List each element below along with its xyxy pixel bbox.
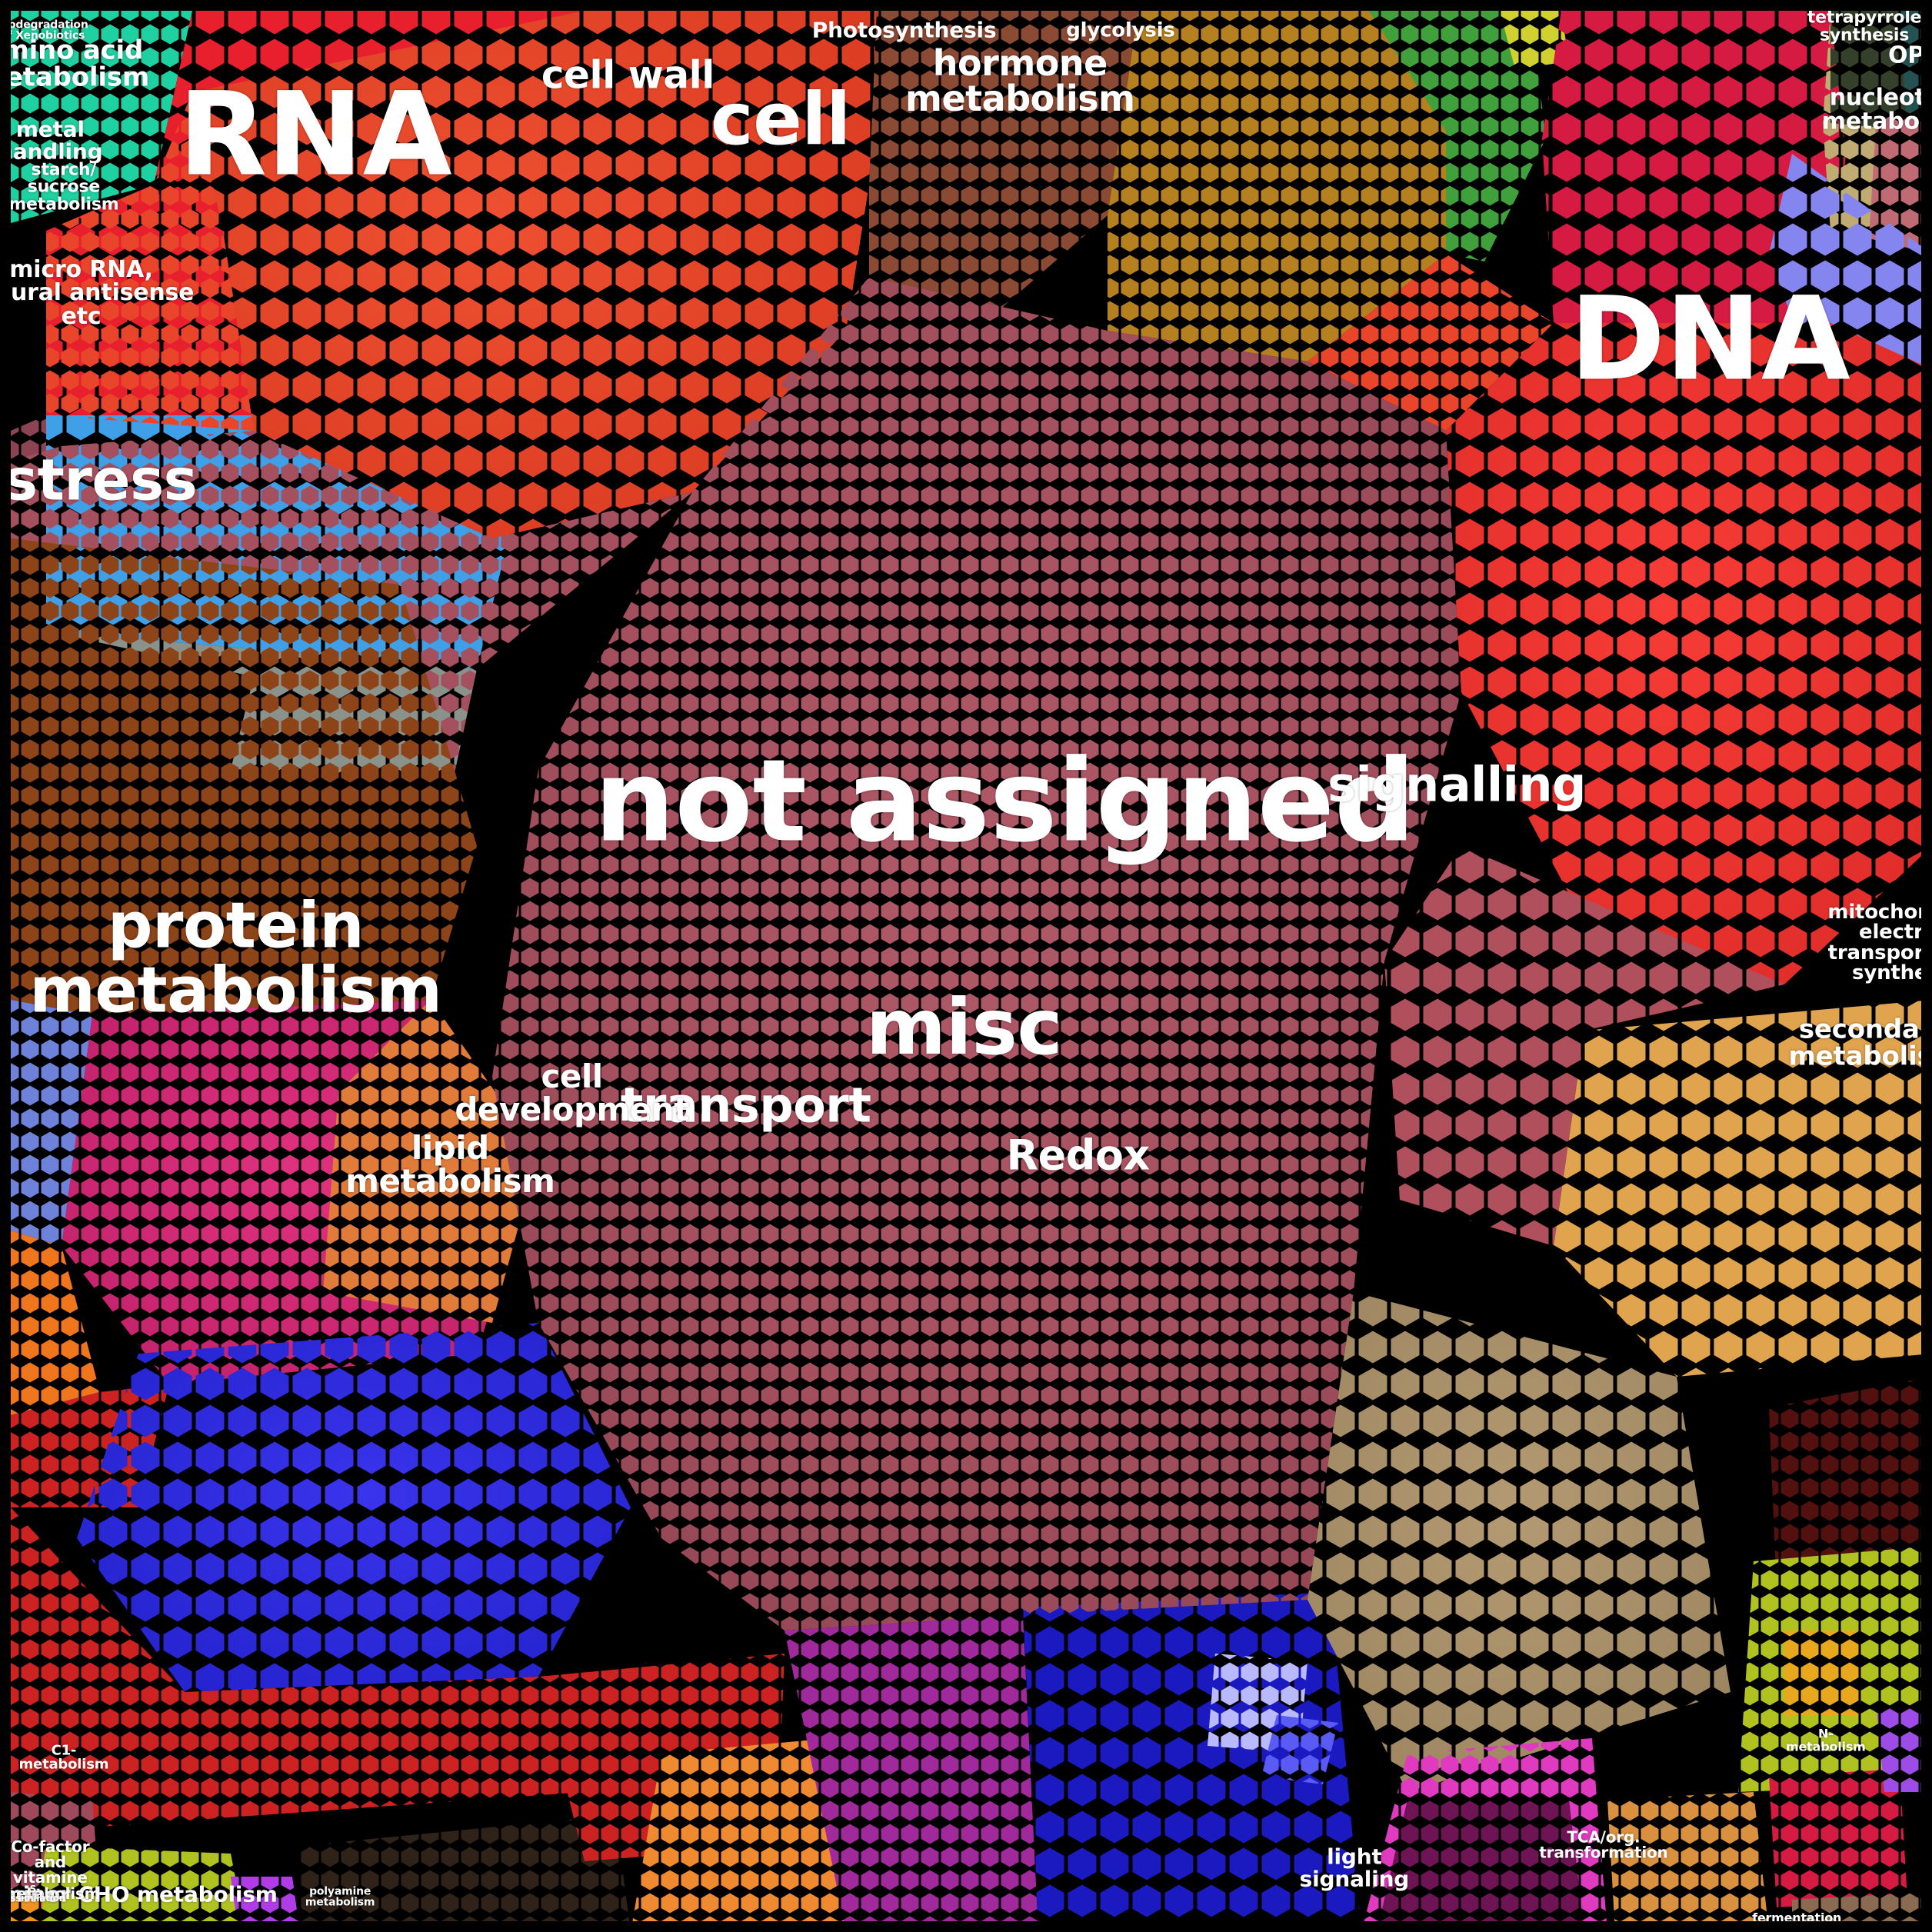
voronoi-regions (11, 11, 1932, 1932)
